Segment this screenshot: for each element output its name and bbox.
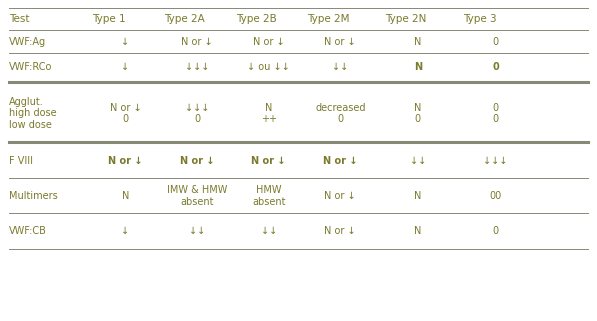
Text: Type 2M: Type 2M: [307, 13, 350, 24]
Text: N: N: [414, 62, 422, 73]
Text: N or ↓
0: N or ↓ 0: [110, 102, 141, 124]
Text: ↓: ↓: [121, 226, 130, 236]
Text: N: N: [414, 191, 421, 201]
Text: 0: 0: [493, 37, 498, 47]
Text: N or ↓: N or ↓: [325, 226, 356, 236]
Text: Type 1: Type 1: [93, 13, 126, 24]
Text: VWF:Ag: VWF:Ag: [9, 37, 46, 47]
Text: N or ↓: N or ↓: [325, 191, 356, 201]
Text: ↓: ↓: [121, 62, 130, 73]
Text: Type 2A: Type 2A: [164, 13, 205, 24]
Text: N or ↓: N or ↓: [180, 155, 214, 166]
Text: ↓↓: ↓↓: [410, 155, 426, 166]
Text: ↓↓: ↓↓: [332, 62, 349, 73]
Text: Type 3: Type 3: [463, 13, 496, 24]
Text: ↓↓↓: ↓↓↓: [484, 155, 507, 166]
Text: Multimers: Multimers: [9, 191, 58, 201]
Text: N or ↓: N or ↓: [253, 37, 284, 47]
Text: ↓↓↓
0: ↓↓↓ 0: [185, 102, 209, 124]
Text: N
++: N ++: [261, 102, 276, 124]
Text: N: N: [122, 191, 129, 201]
Text: N or ↓: N or ↓: [108, 155, 143, 166]
Text: Test: Test: [9, 13, 29, 24]
Text: ↓ ou ↓↓: ↓ ou ↓↓: [247, 62, 290, 73]
Text: ↓: ↓: [121, 37, 130, 47]
Text: N
0: N 0: [414, 102, 421, 124]
Text: ↓↓: ↓↓: [260, 226, 277, 236]
Text: decreased
0: decreased 0: [315, 102, 365, 124]
Text: ↓↓↓: ↓↓↓: [185, 62, 209, 73]
Text: N: N: [414, 37, 421, 47]
Text: N or ↓: N or ↓: [323, 155, 358, 166]
Text: 00: 00: [490, 191, 501, 201]
Text: ↓↓: ↓↓: [189, 226, 205, 236]
Text: Type 2N: Type 2N: [385, 13, 426, 24]
Text: VWF:RCo: VWF:RCo: [9, 62, 53, 73]
Text: F VIII: F VIII: [9, 155, 33, 166]
Text: N or ↓: N or ↓: [325, 37, 356, 47]
Text: IMW & HMW
absent: IMW & HMW absent: [167, 185, 227, 207]
Text: 0
0: 0 0: [493, 102, 498, 124]
Text: N or ↓: N or ↓: [181, 37, 213, 47]
Text: VWF:CB: VWF:CB: [9, 226, 47, 236]
Text: N: N: [414, 226, 421, 236]
Text: HMW
absent: HMW absent: [252, 185, 285, 207]
Text: Agglut.
high dose
low dose: Agglut. high dose low dose: [9, 97, 57, 130]
Text: Type 2B: Type 2B: [236, 13, 276, 24]
Text: 0: 0: [492, 62, 499, 73]
Text: 0: 0: [493, 226, 498, 236]
Text: N or ↓: N or ↓: [251, 155, 286, 166]
